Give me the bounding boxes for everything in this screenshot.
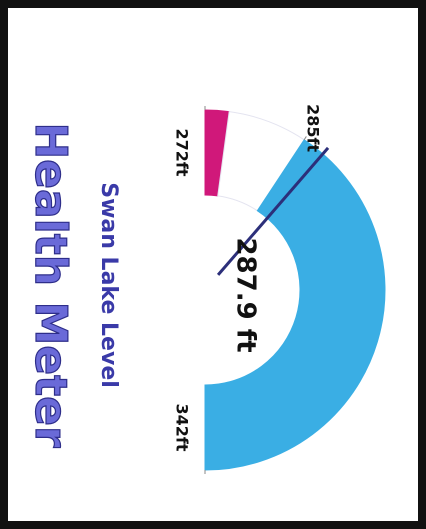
needle	[216, 146, 330, 276]
tick-label: 272ft	[173, 128, 192, 176]
value-label: 287.9 ft	[231, 237, 261, 352]
chart-subtitle: Swan Lake Level	[96, 182, 121, 388]
rotated-content: Health Meter Swan Lake Level 272ft 285ft 3…	[24, 104, 386, 474]
tick-label: 342ft	[173, 403, 192, 451]
gauge-band	[204, 139, 386, 471]
tick-label: 285ft	[303, 104, 322, 152]
chart-title: Health Meter	[25, 122, 76, 448]
tick-mark	[303, 136, 307, 141]
